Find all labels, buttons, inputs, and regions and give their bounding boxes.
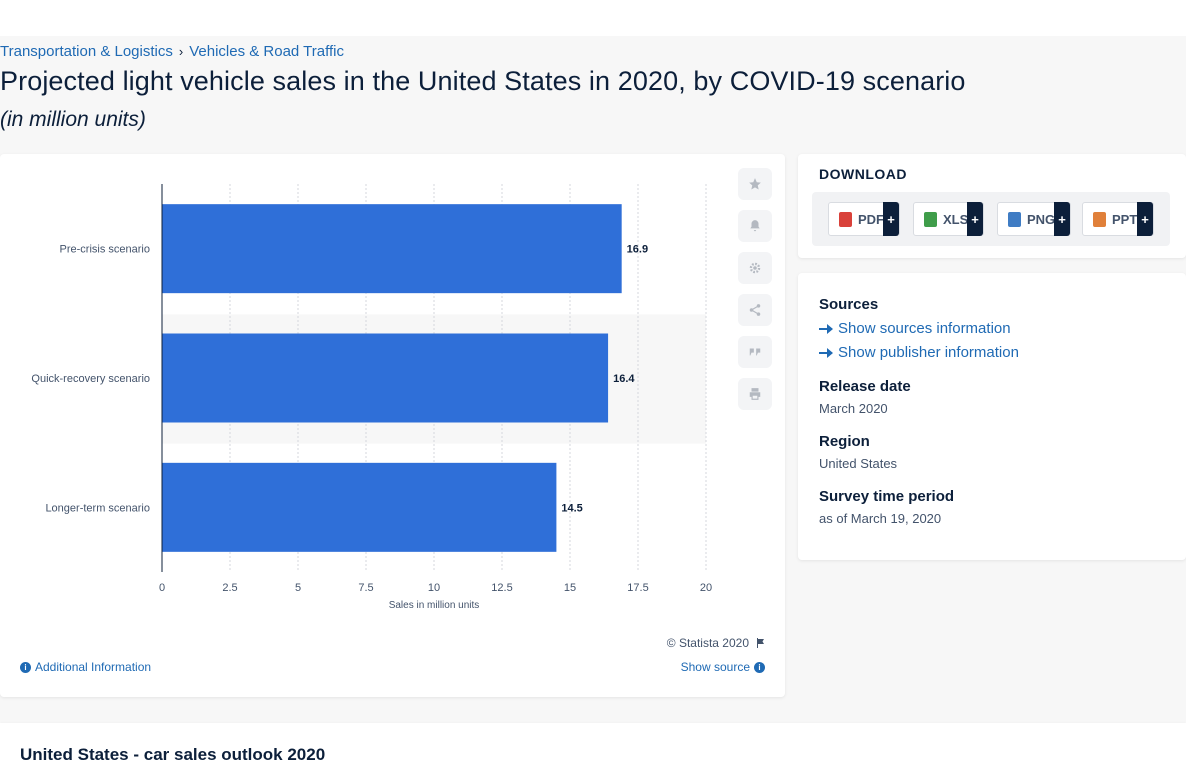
- sources-label: Sources: [819, 296, 879, 313]
- breadcrumb-link-vehicles[interactable]: Vehicles & Road Traffic: [189, 43, 345, 60]
- breadcrumb-link-transportation[interactable]: Transportation & Logistics: [0, 43, 173, 60]
- info-icon: i: [754, 661, 765, 673]
- breadcrumb: Transportation & Logistics › Vehicles & …: [0, 43, 344, 60]
- page-subtitle: (in million units): [0, 108, 146, 131]
- plus-icon[interactable]: +: [1054, 202, 1070, 236]
- plus-icon[interactable]: +: [883, 202, 899, 236]
- show-sources-label: Show sources information: [838, 320, 1011, 337]
- flag-icon[interactable]: [755, 637, 767, 649]
- bar: [162, 462, 557, 552]
- print-icon[interactable]: [738, 378, 772, 410]
- download-xls-label: XLS: [943, 211, 969, 227]
- related-title: United States - car sales outlook 2020: [20, 745, 326, 760]
- plus-icon[interactable]: +: [1137, 202, 1153, 236]
- additional-information-link[interactable]: i Additional Information: [20, 660, 151, 674]
- x-tick-label: 15: [564, 582, 576, 594]
- download-title: DOWNLOAD: [819, 166, 907, 182]
- x-axis-title: Sales in million units: [389, 600, 480, 611]
- x-tick-label: 10: [428, 582, 440, 594]
- download-xls-button[interactable]: XLS +: [913, 202, 984, 236]
- download-pdf-label: PDF: [858, 211, 884, 227]
- download-pdf-button[interactable]: PDF +: [828, 202, 900, 236]
- statistic-info-card: Sources Show sources information Show pu…: [798, 273, 1186, 560]
- bell-icon[interactable]: [738, 210, 772, 242]
- region-label: Region: [819, 433, 870, 450]
- pdf-file-icon: [839, 211, 852, 227]
- release-date-label: Release date: [819, 378, 911, 395]
- bar-chart: Pre-crisis scenario 16.9 Quick-recovery sc…: [31, 184, 712, 611]
- category-label: Pre-crisis scenario: [60, 244, 150, 256]
- show-source-label: Show source: [680, 660, 750, 674]
- chart-card: Pre-crisis scenario 16.9 Quick-recovery sc…: [0, 154, 785, 697]
- xls-file-icon: [924, 211, 937, 227]
- arrow-right-icon: [819, 347, 833, 358]
- png-file-icon: [1008, 211, 1021, 227]
- share-icon[interactable]: [738, 294, 772, 326]
- x-tick-label: 5: [295, 582, 301, 594]
- value-label: 16.9: [627, 244, 648, 256]
- x-tick-label: 17.5: [627, 582, 648, 594]
- x-tick-label: 0: [159, 582, 165, 594]
- top-header-band: [0, 0, 1186, 36]
- download-ppt-label: PPT: [1112, 211, 1138, 227]
- value-label: 16.4: [613, 373, 635, 385]
- ppt-file-icon: [1093, 211, 1106, 227]
- breadcrumb-separator: ›: [178, 44, 184, 59]
- quote-icon[interactable]: [738, 336, 772, 368]
- survey-period-value: as of March 19, 2020: [819, 511, 942, 526]
- x-tick-label: 12.5: [491, 582, 512, 594]
- show-source-link[interactable]: Show source i: [681, 660, 765, 674]
- download-png-label: PNG: [1027, 211, 1056, 227]
- related-card: United States - car sales outlook 2020: [0, 723, 1186, 760]
- bar: [162, 333, 609, 423]
- survey-period-label: Survey time period: [819, 488, 955, 505]
- show-publisher-link[interactable]: Show publisher information: [819, 344, 1019, 361]
- chart-tools: [738, 168, 772, 410]
- x-tick-label: 20: [700, 582, 712, 594]
- star-icon[interactable]: [738, 168, 772, 200]
- x-tick-label: 2.5: [222, 582, 237, 594]
- download-ppt-button[interactable]: PPT +: [1082, 202, 1154, 236]
- copyright-text: © Statista 2020: [666, 636, 749, 650]
- download-card: DOWNLOAD PDF + XLS + PNG + PPT +: [798, 154, 1186, 258]
- copyright-notice: © Statista 2020: [667, 636, 767, 650]
- x-tick-label: 7.5: [358, 582, 373, 594]
- additional-information-label: Additional Information: [35, 660, 152, 674]
- region-value: United States: [819, 456, 898, 471]
- plus-icon[interactable]: +: [967, 202, 983, 236]
- info-icon: i: [20, 661, 31, 673]
- release-date-value: March 2020: [819, 401, 888, 416]
- value-label: 14.5: [561, 502, 582, 514]
- download-png-button[interactable]: PNG +: [997, 202, 1071, 236]
- download-buttons: PDF + XLS + PNG + PPT +: [812, 192, 1170, 246]
- bar: [162, 204, 622, 294]
- show-sources-link[interactable]: Show sources information: [819, 320, 1011, 337]
- arrow-right-icon: [819, 323, 833, 334]
- gear-icon[interactable]: [738, 252, 772, 284]
- category-label: Quick-recovery scenario: [31, 373, 150, 385]
- category-label: Longer-term scenario: [45, 502, 150, 514]
- show-publisher-label: Show publisher information: [838, 344, 1019, 361]
- page-title: Projected light vehicle sales in the Uni…: [0, 66, 966, 96]
